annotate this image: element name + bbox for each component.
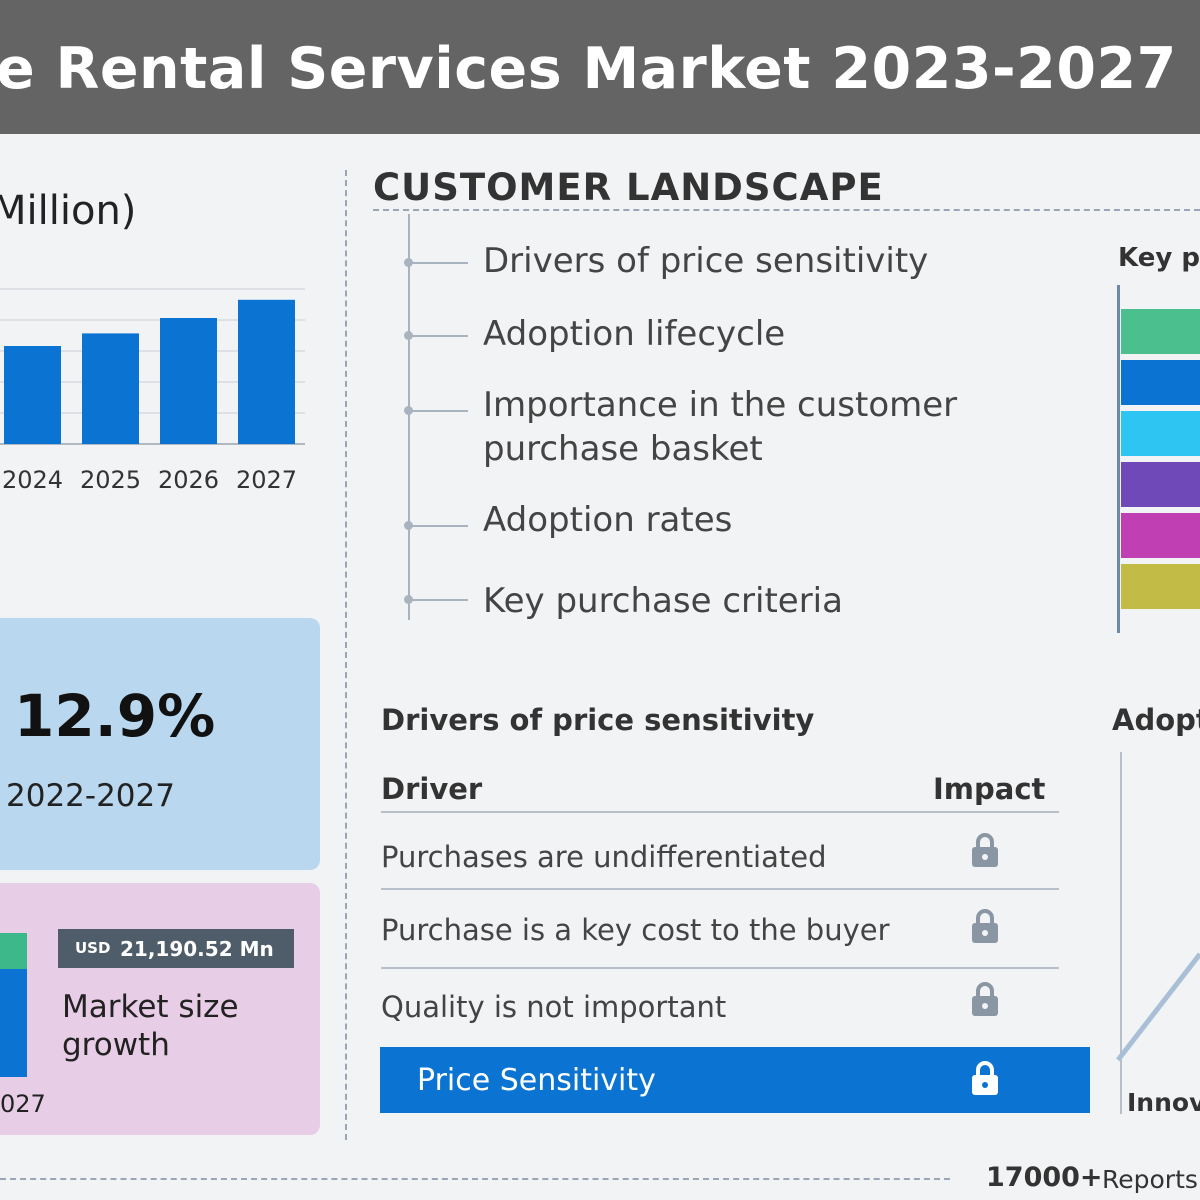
table-row: Purchase is a key cost to the buyer bbox=[381, 913, 890, 947]
price-sensitivity-label: Price Sensitivity bbox=[417, 1063, 656, 1098]
timeline-dot bbox=[404, 331, 413, 340]
customer-landscape-heading: CUSTOMER LANDSCAPE bbox=[373, 166, 884, 209]
growth-amount-badge: USD 21,190.52 Mn bbox=[58, 929, 294, 968]
lock-icon bbox=[972, 1061, 998, 1095]
key-purchase-bar bbox=[1121, 462, 1200, 507]
key-purchase-bar bbox=[1121, 411, 1200, 456]
cagr-value: 12.9% bbox=[14, 682, 216, 750]
timeline-connector bbox=[410, 335, 468, 337]
table-row: Quality is not important bbox=[381, 990, 727, 1024]
timeline-dot bbox=[404, 521, 413, 530]
table-divider bbox=[381, 888, 1059, 890]
cagr-panel bbox=[0, 618, 320, 870]
landscape-item: Importance in the customer purchase bask… bbox=[483, 383, 957, 471]
landscape-item-line: Importance in the customer bbox=[483, 385, 958, 425]
landscape-item-line: purchase basket bbox=[483, 429, 763, 469]
currency-label: USD bbox=[75, 939, 111, 957]
key-purchase-bar bbox=[1121, 513, 1200, 558]
adoption-axis-label: Innova bbox=[1127, 1088, 1200, 1117]
chart-bar bbox=[160, 318, 217, 444]
driver-column-header: Driver bbox=[381, 772, 483, 806]
landscape-item-line: Key purchase criteria bbox=[483, 581, 843, 621]
adoption-heading: Adopt bbox=[1112, 703, 1200, 737]
table-row: Purchases are undifferentiated bbox=[381, 840, 827, 874]
timeline-connector bbox=[410, 599, 468, 601]
price-sensitivity-summary-bar bbox=[380, 1047, 1090, 1113]
growth-bar-increment bbox=[0, 933, 27, 969]
timeline-dot bbox=[404, 595, 413, 604]
price-sensitivity-title: Drivers of price sensitivity bbox=[381, 703, 815, 737]
lock-icon bbox=[972, 982, 998, 1016]
section-divider bbox=[345, 170, 347, 1140]
landscape-item-line: Adoption lifecycle bbox=[483, 314, 786, 354]
chart-bar bbox=[82, 333, 139, 444]
chart-bar bbox=[4, 346, 61, 444]
key-purchase-bar bbox=[1121, 564, 1200, 609]
chart-tick-label: 2024 bbox=[2, 466, 63, 494]
header-bar bbox=[0, 0, 1200, 134]
chart-bar bbox=[238, 299, 295, 444]
footer-divider bbox=[0, 1178, 950, 1180]
heading-divider bbox=[373, 209, 1200, 211]
reports-count: 17000+ bbox=[986, 1162, 1103, 1193]
chart-unit-label: Million) bbox=[0, 188, 137, 234]
page-title: e Rental Services Market 2023-2027 bbox=[0, 36, 1177, 102]
landscape-item: Adoption rates bbox=[483, 498, 732, 542]
timeline-axis bbox=[408, 214, 410, 620]
landscape-item-line: Drivers of price sensitivity bbox=[483, 241, 929, 281]
key-purchase-bar bbox=[1121, 309, 1200, 354]
market-size-bar-chart: 2024 2025 2026 2027 bbox=[0, 288, 305, 494]
growth-bar-base bbox=[0, 969, 27, 1077]
key-purchase-bar bbox=[1121, 360, 1200, 405]
market-size-growth-label: Market size growth bbox=[62, 989, 239, 1063]
adoption-curve bbox=[1116, 952, 1200, 1062]
impact-column-header: Impact bbox=[933, 772, 1046, 806]
key-purchase-heading: Key p bbox=[1118, 243, 1200, 273]
reports-label: Reports bbox=[1102, 1165, 1198, 1194]
growth-amount: 21,190.52 Mn bbox=[120, 937, 274, 961]
table-divider bbox=[381, 967, 1059, 969]
cagr-period: 2022-2027 bbox=[6, 778, 175, 814]
timeline-dot bbox=[404, 258, 413, 267]
chart-tick-label: 2026 bbox=[158, 466, 219, 494]
table-divider bbox=[381, 811, 1059, 813]
key-purchase-axis bbox=[1117, 285, 1120, 633]
timeline-connector bbox=[410, 410, 468, 412]
chart-tick-label: 2027 bbox=[236, 466, 297, 494]
chart-tick-label: 2025 bbox=[80, 466, 141, 494]
lock-icon bbox=[972, 833, 998, 867]
timeline-connector bbox=[410, 262, 468, 264]
market-growth-panel bbox=[0, 883, 320, 1135]
timeline-dot bbox=[404, 406, 413, 415]
landscape-item: Drivers of price sensitivity bbox=[483, 239, 928, 283]
landscape-item: Key purchase criteria bbox=[483, 579, 843, 623]
growth-year-label: 027 bbox=[0, 1090, 46, 1118]
landscape-item: Adoption lifecycle bbox=[483, 312, 785, 356]
lock-icon bbox=[972, 909, 998, 943]
adoption-axis bbox=[1120, 752, 1122, 1114]
landscape-item-line: Adoption rates bbox=[483, 500, 733, 540]
timeline-connector bbox=[410, 525, 468, 527]
